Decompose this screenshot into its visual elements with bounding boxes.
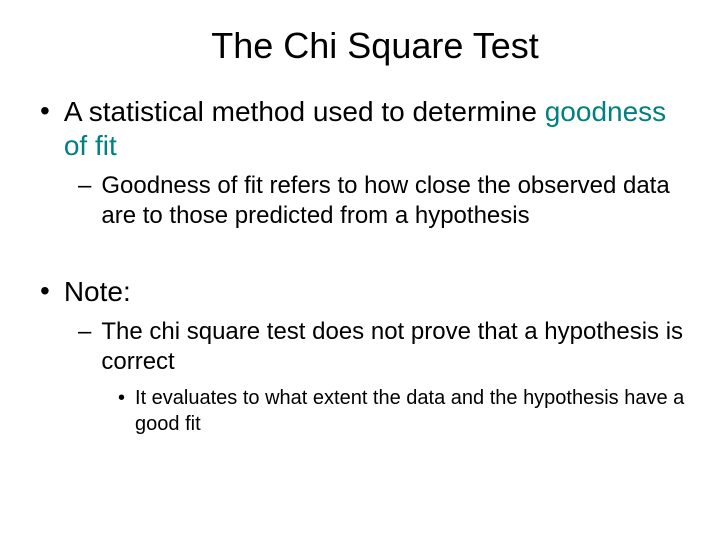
bullet-text: Goodness of fit refers to how close the … — [101, 171, 690, 231]
spacing — [30, 239, 690, 275]
bullet-level2: – The chi square test does not prove tha… — [78, 317, 690, 377]
bullet-text: A statistical method used to determine g… — [64, 95, 690, 163]
bullet-dot-icon: • — [118, 385, 125, 411]
bullet-text: It evaluates to what extent the data and… — [135, 385, 690, 437]
text-part-black: A statistical method used to determine — [64, 96, 545, 127]
bullet-dot-icon: • — [40, 95, 50, 127]
bullet-text: The chi square test does not prove that … — [101, 317, 690, 377]
slide-title: The Chi Square Test — [60, 25, 690, 67]
bullet-dash-icon: – — [78, 171, 91, 201]
bullet-level2: – Goodness of fit refers to how close th… — [78, 171, 690, 231]
bullet-level3: • It evaluates to what extent the data a… — [118, 385, 690, 437]
bullet-text: Note: — [64, 275, 131, 309]
bullet-level1: • A statistical method used to determine… — [40, 95, 690, 163]
bullet-level1: • Note: — [40, 275, 690, 309]
bullet-dot-icon: • — [40, 275, 50, 307]
bullet-dash-icon: – — [78, 317, 91, 347]
